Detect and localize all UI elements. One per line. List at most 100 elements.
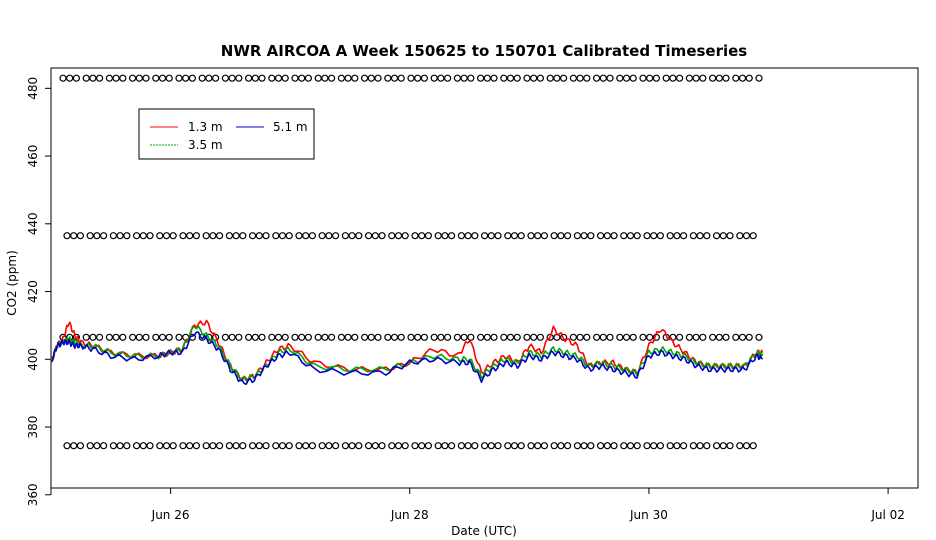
marker-point <box>616 74 624 82</box>
marker-point <box>351 333 359 341</box>
marker-point <box>302 442 310 450</box>
marker-point <box>162 232 171 240</box>
marker-point <box>308 442 316 450</box>
marker-point <box>606 333 614 341</box>
marker-point <box>274 74 283 82</box>
marker-point <box>239 232 247 240</box>
marker-point <box>626 232 635 240</box>
marker-point <box>278 442 287 450</box>
marker-point <box>563 442 572 450</box>
marker-point <box>573 442 582 450</box>
marker-point <box>281 74 289 82</box>
marker-point <box>109 442 118 450</box>
marker-point <box>325 232 333 240</box>
marker-point <box>414 74 422 82</box>
marker-point <box>504 442 512 450</box>
marker-point <box>679 232 688 240</box>
marker-point <box>715 74 723 82</box>
marker-point <box>251 74 259 82</box>
marker-point <box>278 232 287 240</box>
marker-point <box>430 74 438 82</box>
marker-point <box>70 442 78 450</box>
marker-point <box>576 74 584 82</box>
marker-point <box>332 442 340 450</box>
marker-point <box>374 74 382 82</box>
series-lines <box>50 319 764 386</box>
marker-point <box>424 232 432 240</box>
marker-point <box>736 232 744 240</box>
marker-point <box>510 442 519 450</box>
marker-point <box>63 442 71 450</box>
series-line-5-1-m <box>50 331 764 386</box>
marker-point <box>553 74 561 82</box>
marker-point <box>93 232 101 240</box>
marker-point <box>726 232 734 240</box>
marker-point <box>629 333 637 341</box>
marker-point <box>76 442 85 450</box>
marker-point <box>434 232 442 240</box>
marker-point <box>274 333 283 341</box>
marker-point <box>158 333 167 341</box>
marker-point <box>228 333 236 341</box>
y-tick-label: 440 <box>26 212 40 235</box>
marker-point <box>523 74 531 82</box>
marker-point <box>487 232 495 240</box>
marker-point <box>596 442 605 450</box>
marker-point <box>703 442 711 450</box>
marker-point <box>235 74 243 82</box>
marker-point <box>576 333 584 341</box>
marker-point <box>258 74 266 82</box>
marker-point <box>679 442 688 450</box>
marker-point <box>569 74 578 82</box>
marker-point <box>378 442 386 450</box>
marker-point <box>722 74 730 82</box>
marker-point <box>314 333 322 341</box>
y-axis: 360 380 400 420 440 460 480 <box>26 77 52 506</box>
marker-point <box>142 333 150 341</box>
marker-point <box>367 74 375 82</box>
marker-rows <box>59 74 763 450</box>
marker-point <box>388 442 396 450</box>
marker-point <box>689 442 698 450</box>
marker-point <box>116 232 124 240</box>
marker-point <box>169 232 177 240</box>
marker-point <box>105 333 114 341</box>
marker-point <box>603 232 611 240</box>
marker-point <box>675 74 684 82</box>
marker-point <box>390 74 399 82</box>
marker-point <box>351 74 359 82</box>
marker-point <box>152 333 160 341</box>
marker-point <box>225 232 233 240</box>
marker-point <box>146 232 154 240</box>
marker-point <box>573 232 582 240</box>
marker-point <box>188 74 196 82</box>
marker-point <box>255 232 263 240</box>
marker-point <box>685 74 694 82</box>
marker-point <box>365 232 373 240</box>
marker-point <box>401 232 409 240</box>
marker-point <box>321 74 329 82</box>
marker-point <box>487 442 495 450</box>
marker-point <box>481 232 489 240</box>
marker-point <box>99 442 108 450</box>
marker-point <box>86 442 94 450</box>
marker-point <box>444 333 452 341</box>
marker-point <box>304 333 312 341</box>
marker-point <box>699 74 707 82</box>
marker-point <box>736 442 744 450</box>
marker-point <box>536 74 545 82</box>
marker-point <box>692 333 700 341</box>
marker-point <box>483 333 491 341</box>
marker-point <box>298 74 306 82</box>
marker-point <box>394 442 403 450</box>
marker-point <box>699 333 707 341</box>
marker-point <box>93 442 101 450</box>
marker-point <box>696 442 704 450</box>
marker-point <box>285 442 293 450</box>
marker-point <box>738 74 747 82</box>
legend: 1.3 m 5.1 m 3.5 m <box>138 108 315 160</box>
marker-point <box>722 333 730 341</box>
marker-point <box>460 74 468 82</box>
marker-point <box>262 232 270 240</box>
marker-point <box>534 442 542 450</box>
